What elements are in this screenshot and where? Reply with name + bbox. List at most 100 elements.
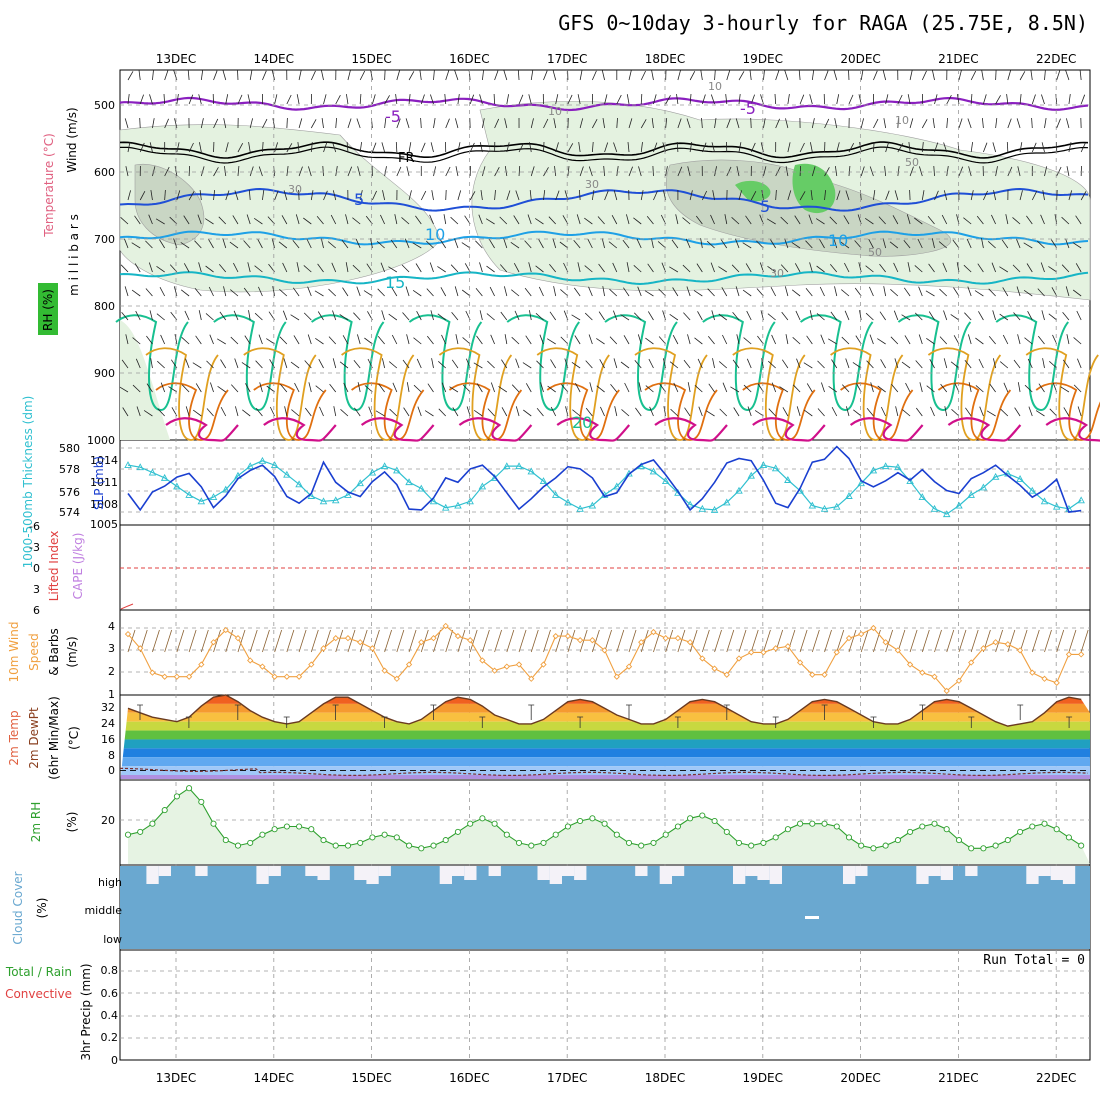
wind-barb (579, 118, 584, 129)
wind-barb (378, 383, 385, 393)
wind-barb (139, 117, 141, 129)
wind-barb (535, 313, 544, 321)
wind-barb (673, 382, 679, 393)
temp-minmax-bar (1066, 716, 1073, 728)
wind-barb (1049, 408, 1058, 417)
wind-barb (318, 359, 324, 369)
wind-barb (981, 238, 984, 249)
wind-barb (347, 118, 352, 129)
wind-barb (412, 289, 422, 297)
thickness-point (454, 501, 462, 509)
wind10-barb (481, 629, 490, 653)
rh-point (247, 839, 254, 846)
thickness-point (356, 479, 364, 487)
cloud-gap-high (158, 866, 171, 876)
wind-barb (1026, 263, 1033, 273)
wind-barb (866, 407, 874, 417)
wind-barb (258, 334, 263, 345)
wind-barb (1015, 238, 1021, 249)
wind-barb (763, 118, 766, 129)
wind-barb (925, 290, 935, 297)
thickness-point (735, 486, 743, 494)
wind-barb (939, 288, 948, 297)
wind-barb (870, 382, 874, 393)
wind-barb (441, 382, 447, 393)
wind-barb (705, 410, 715, 417)
wind10-barb (921, 629, 930, 653)
wind-barb (726, 70, 731, 81)
wind-barb (842, 384, 850, 393)
thickness-point (942, 510, 951, 518)
wind10-barb (518, 629, 527, 653)
wind-barb (915, 407, 923, 417)
wind-barb (293, 335, 300, 345)
wind-barb (513, 215, 520, 225)
wind-barb (966, 238, 972, 249)
wind-barb (135, 358, 141, 369)
wind-barb (200, 118, 204, 129)
wind-barb (506, 142, 510, 153)
wind-barb (719, 408, 728, 417)
wind-barb (824, 190, 826, 201)
wind-barb (652, 165, 654, 177)
thickness-tick-578: 578 (59, 463, 80, 476)
wind-barb (364, 337, 373, 345)
wind-barb (249, 70, 253, 81)
ylabel-lifted-index: Lifted Index (47, 531, 61, 602)
wind-barb (552, 70, 557, 81)
wind-barb (726, 166, 732, 177)
wind-barb (388, 361, 398, 369)
contour-label-fr: FR (398, 151, 415, 166)
wind-barb (934, 142, 939, 153)
temp-tick-24: 24 (101, 717, 115, 730)
wind10-point (760, 649, 767, 656)
wind-barb (1006, 94, 1009, 105)
wind-barb (234, 358, 239, 369)
wind-barb (550, 359, 557, 369)
wind10-point (931, 673, 938, 680)
wind-barb (529, 190, 532, 201)
wind-barb (1062, 311, 1070, 321)
wind10-point (1029, 669, 1036, 676)
wind-barb (1003, 382, 1009, 393)
wind-barb (164, 118, 169, 129)
wind-barb (278, 241, 288, 249)
wind-barb (645, 337, 654, 345)
wind-barb (927, 216, 935, 225)
wind-barb (909, 70, 913, 81)
wind-barb (841, 289, 850, 297)
wind-barb (676, 141, 679, 153)
wind-barb (205, 265, 214, 273)
thickness-point (784, 476, 792, 483)
cloud-gap-high (366, 866, 379, 884)
isotherm-35 (165, 417, 1100, 442)
wind10-barb (848, 629, 857, 653)
cloud-gap-high (1062, 866, 1076, 884)
wind-barb (160, 382, 166, 393)
wind-barb (143, 410, 153, 417)
wind-barb (420, 94, 425, 105)
wind-barb (403, 407, 410, 417)
wind-barb (375, 410, 385, 417)
rh-point (222, 837, 229, 844)
wind-barb (811, 166, 816, 177)
wind10-barb (714, 629, 722, 653)
wind10-point (161, 673, 168, 680)
wind-barb (248, 189, 251, 201)
wind-barb (798, 69, 801, 81)
wind-barb (653, 190, 658, 201)
wind10-barb (176, 629, 185, 653)
wind10-point (1004, 641, 1011, 648)
wind-barb (803, 362, 813, 369)
wind-barb (614, 406, 618, 417)
wind10-barb (689, 629, 698, 653)
wind-barb (258, 286, 263, 297)
wind-barb (444, 93, 447, 105)
ylabel-temperature: Temperature (°C) (42, 133, 56, 238)
precip-tick-0.6: 0.6 (101, 987, 119, 1000)
wind-barb (543, 70, 548, 81)
wind10-barb (457, 629, 466, 653)
thickness-point (710, 505, 719, 513)
rh-point (430, 842, 437, 849)
wind-barb (359, 142, 362, 153)
